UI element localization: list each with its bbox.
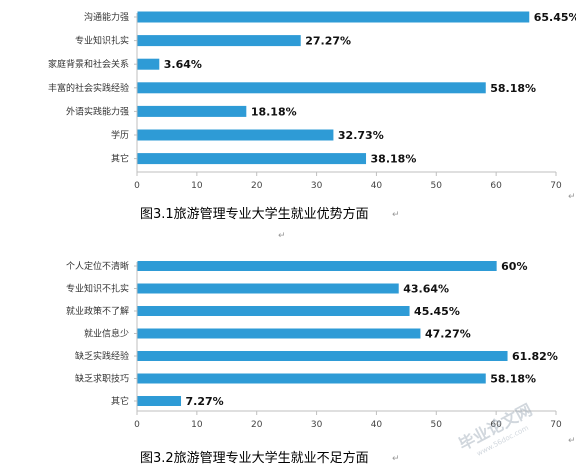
bar (137, 11, 530, 23)
x-tick-label: 30 (311, 420, 323, 430)
data-label: 43.64% (403, 283, 449, 296)
category-label: 外语实践能力强 (66, 105, 129, 117)
bar (137, 283, 399, 294)
category-label: 其它 (111, 395, 129, 407)
category-label: 个人定位不清晰 (66, 260, 129, 272)
category-label: 缺乏实践经验 (75, 350, 129, 362)
category-label: 专业知识不扎实 (66, 283, 129, 295)
category-label: 学历 (111, 129, 129, 141)
bar (137, 306, 410, 316)
x-tick-label: 70 (550, 420, 562, 430)
bar (137, 105, 247, 117)
data-label: 3.64% (164, 58, 202, 71)
caption-chart-advantages: 图3.1旅游管理专业大学生就业优势方面 (140, 206, 369, 222)
data-label: 38.18% (371, 153, 417, 166)
data-label: 7.27% (186, 395, 224, 408)
paragraph-mark: ↵ (392, 454, 400, 464)
bar (137, 396, 182, 406)
chart-employment-shortcomings: 个人定位不清晰 60% 专业知识不扎实 43.64% 就业政策不了解 45.45% 就业信息… (66, 260, 562, 430)
bar (137, 58, 160, 70)
data-label: 27.27% (305, 35, 351, 48)
x-tick-label: 0 (134, 181, 140, 191)
data-label: 47.27% (425, 328, 471, 341)
data-label: 32.73% (338, 129, 384, 142)
x-tick-label: 20 (251, 181, 263, 191)
category-label: 其它 (111, 153, 129, 165)
data-label: 18.18% (251, 105, 297, 118)
data-label: 45.45% (414, 305, 460, 318)
caption-chart-shortcomings: 图3.2旅游管理专业大学生就业不足方面 (140, 450, 369, 466)
x-tick-label: 40 (371, 181, 383, 191)
x-tick-label: 0 (134, 420, 140, 430)
paragraph-mark: ↵ (568, 436, 576, 446)
x-tick-label: 70 (550, 181, 562, 191)
bar (137, 351, 508, 361)
x-tick-label: 50 (431, 420, 443, 430)
paragraph-mark: ↵ (278, 231, 286, 241)
bar (137, 35, 301, 47)
paragraph-mark: ↵ (568, 192, 576, 202)
bar (137, 153, 367, 165)
paragraph-mark: ↵ (392, 210, 400, 220)
x-tick-label: 10 (191, 420, 203, 430)
x-tick-label: 20 (251, 420, 263, 430)
x-tick-label: 50 (431, 181, 443, 191)
data-label: 58.18% (490, 82, 536, 95)
category-label: 家庭背景和社会关系 (48, 58, 129, 70)
data-label: 65.45% (534, 11, 576, 24)
category-label: 缺乏求职技巧 (75, 373, 129, 385)
bar (137, 82, 486, 94)
category-label: 就业政策不了解 (66, 305, 129, 317)
bar (137, 373, 486, 384)
chart-employment-advantages: 沟通能力强 65.45% 专业知识扎实 27.27% 家庭背景和社会关系 3.64% 丰富的… (48, 11, 576, 191)
category-label: 丰富的社会实践经验 (48, 82, 129, 94)
category-label: 就业信息少 (84, 328, 129, 340)
x-tick-label: 60 (490, 420, 502, 430)
data-label: 61.82% (512, 350, 558, 363)
x-tick-label: 40 (371, 420, 383, 430)
x-tick-label: 30 (311, 181, 323, 191)
category-label: 沟通能力强 (84, 11, 129, 23)
bar (137, 328, 421, 339)
data-label: 60% (501, 260, 527, 273)
watermark: 毕业论文网 www.56doc.com (456, 400, 536, 458)
bar (137, 129, 334, 141)
data-label: 58.18% (490, 373, 536, 386)
x-tick-label: 10 (191, 181, 203, 191)
category-label: 专业知识扎实 (75, 35, 129, 47)
bar (137, 261, 497, 271)
x-tick-label: 60 (490, 181, 502, 191)
